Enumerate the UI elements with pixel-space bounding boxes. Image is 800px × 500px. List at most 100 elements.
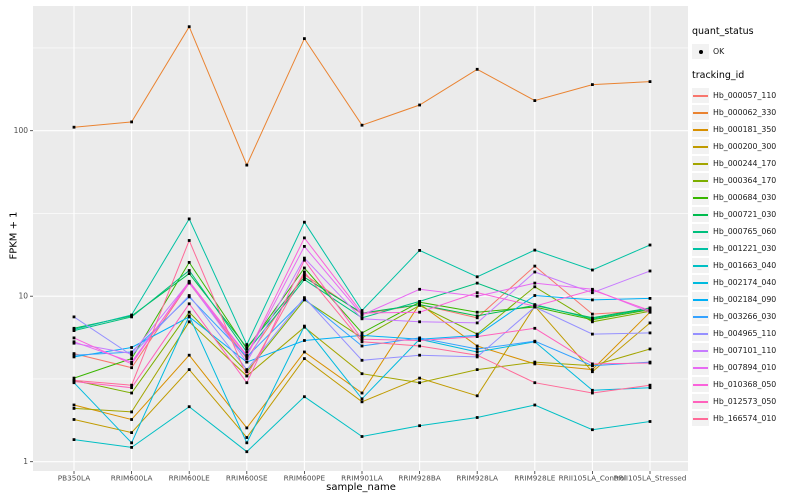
data-point (187, 239, 191, 242)
data-point (130, 410, 133, 414)
y-tick-label: 100 (14, 126, 29, 135)
legend-item-Hb_000364_170: Hb_000364_170 (692, 172, 798, 189)
data-point (360, 317, 364, 321)
legend-line-swatch (693, 111, 708, 114)
data-point (130, 346, 133, 349)
data-point (533, 285, 537, 289)
data-point (533, 403, 537, 407)
data-point (245, 426, 249, 430)
legend-color-key (692, 292, 709, 307)
data-point (591, 368, 594, 371)
legend-item-Hb_010368_050: Hb_010368_050 (692, 376, 798, 393)
legend-item-label: Hb_003266_030 (713, 312, 777, 321)
data-point (591, 312, 594, 316)
legend-color-key (692, 343, 709, 358)
x-tick-label: RRIM901LA (341, 474, 383, 483)
data-point (245, 353, 249, 357)
x-tick-label: RRIM600PE (284, 474, 326, 483)
data-point (360, 337, 364, 341)
data-point (533, 99, 537, 102)
data-point (360, 331, 364, 335)
data-point (418, 300, 421, 303)
data-point (475, 344, 479, 348)
legend-item-label: Hb_000721_030 (713, 210, 777, 219)
data-point (130, 383, 133, 387)
data-point (533, 270, 537, 274)
data-point (533, 294, 537, 297)
x-tick-label: RRIM928BA (398, 474, 441, 483)
data-point (418, 310, 421, 314)
data-point (360, 123, 364, 127)
x-tick-label: RRII105LA_Control (559, 474, 627, 483)
data-point (245, 368, 249, 371)
x-tick-label: RRIM600SE (226, 474, 268, 483)
data-point (130, 353, 133, 357)
data-point (475, 316, 479, 320)
legend-item-Hb_004965_110: Hb_004965_110 (692, 325, 798, 342)
data-point (130, 120, 133, 124)
data-point (130, 366, 133, 370)
legend-color-key (692, 88, 709, 103)
data-point (591, 288, 594, 292)
data-point (187, 368, 191, 371)
data-point (130, 391, 133, 395)
data-point (130, 418, 133, 421)
legend-item-Hb_001221_030: Hb_001221_030 (692, 240, 798, 257)
legend-line-swatch (693, 332, 708, 335)
data-point (648, 386, 652, 390)
legend-color-key (692, 139, 709, 154)
legend-line-swatch (693, 298, 708, 301)
legend-item-label: Hb_000062_330 (713, 108, 777, 117)
data-point (648, 347, 652, 351)
legend-line-swatch (693, 383, 708, 386)
data-point (648, 361, 652, 365)
data-point (187, 320, 191, 324)
data-point (360, 311, 364, 315)
legend-line-swatch (693, 196, 708, 199)
data-point (245, 441, 249, 445)
data-point (245, 357, 249, 360)
data-point (360, 340, 364, 344)
legend-item-label: Hb_001663_040 (713, 261, 777, 270)
panel-background (33, 6, 688, 471)
data-point (187, 261, 191, 264)
data-point (303, 357, 306, 360)
legend-color-key (692, 411, 709, 426)
legend-item-Hb_003266_030: Hb_003266_030 (692, 308, 798, 325)
data-point (418, 320, 421, 324)
legend-item-Hb_000765_060: Hb_000765_060 (692, 223, 798, 240)
legend-item-Hb_002174_040: Hb_002174_040 (692, 274, 798, 291)
legend-color-key (692, 190, 709, 205)
point-marker-icon (698, 49, 703, 54)
data-point (475, 291, 479, 295)
data-point (591, 362, 594, 366)
tracking-id-legend: tracking_id Hb_000057_110 Hb_000062_330 Hb… (692, 70, 798, 427)
legend-item-label: Hb_000181_350 (713, 125, 777, 134)
data-point (533, 360, 537, 364)
data-point (360, 391, 364, 395)
data-point (475, 355, 479, 359)
data-point (533, 281, 537, 285)
data-point (303, 339, 306, 342)
legend-item-label: Hb_007101_110 (713, 346, 777, 355)
data-point (360, 400, 364, 404)
data-point (72, 340, 76, 344)
legend-line-swatch (693, 179, 708, 182)
data-point (475, 335, 479, 338)
data-point (360, 309, 364, 312)
legend-item-Hb_000181_350: Hb_000181_350 (692, 121, 798, 138)
legend-item-label: Hb_002174_040 (713, 278, 777, 287)
tracking-id-legend-title: tracking_id (692, 70, 745, 81)
data-point (648, 420, 652, 423)
y-axis-title: FPKM + 1 (8, 211, 20, 260)
legend-item-Hb_000062_330: Hb_000062_330 (692, 104, 798, 121)
data-point (303, 220, 306, 224)
data-point (591, 83, 594, 86)
data-point (475, 275, 479, 279)
legend-item-label: Hb_004965_110 (713, 329, 777, 338)
data-point (475, 321, 479, 325)
data-point (72, 328, 76, 331)
legend-color-key (692, 207, 709, 222)
